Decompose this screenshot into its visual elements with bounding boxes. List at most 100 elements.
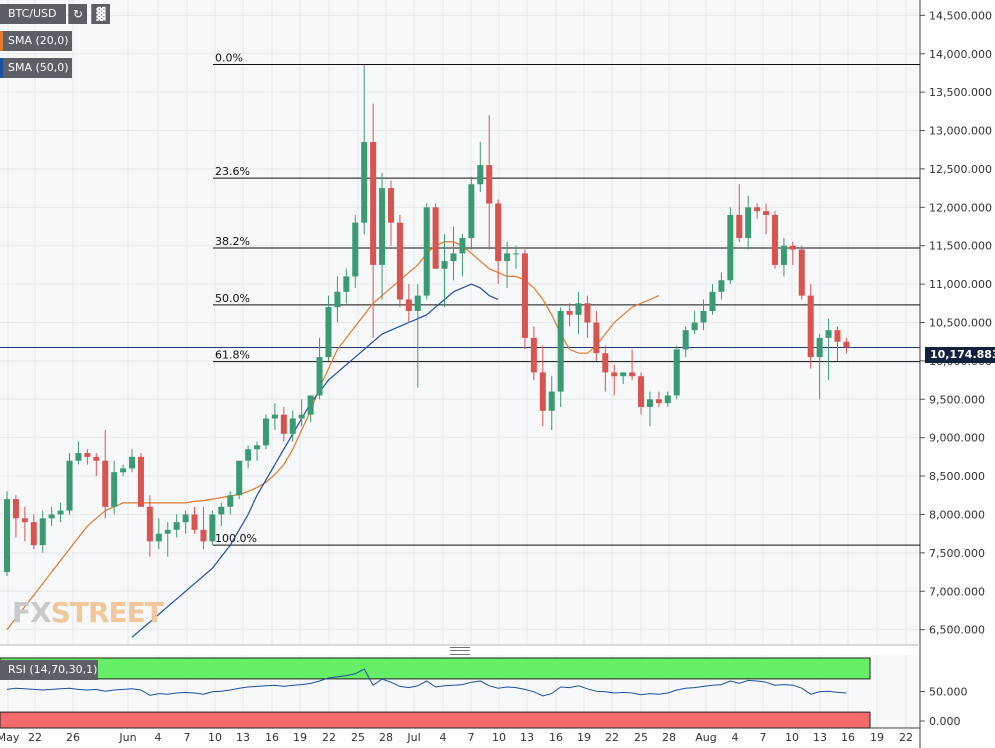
candle-bear xyxy=(834,330,841,342)
sma20-badge[interactable]: SMA (20,0) xyxy=(0,31,72,51)
candle-bear xyxy=(191,514,198,530)
rsi-overbought-band xyxy=(0,657,871,680)
x-tick-label: 22 xyxy=(605,731,619,744)
y-tick-label: 6,500.000 xyxy=(929,624,985,637)
refresh-icon[interactable]: ↻ xyxy=(68,4,87,24)
candle-bear xyxy=(486,165,493,204)
candle-bull xyxy=(718,280,725,292)
candle-bull xyxy=(236,460,243,496)
x-tick-label: 4 xyxy=(155,731,162,744)
y-tick-label: 7,000.000 xyxy=(929,585,985,598)
candle-bear xyxy=(396,222,403,300)
candle-bear xyxy=(771,215,778,265)
candle-bull xyxy=(816,337,823,358)
candle-bull xyxy=(423,207,430,296)
candle-bear xyxy=(146,506,153,542)
candle-bull xyxy=(450,253,457,262)
x-tick-label: 22 xyxy=(899,731,913,744)
rsi-label: RSI (14,70,30,1) xyxy=(8,663,98,676)
candle-bull xyxy=(691,322,698,331)
candle-bear xyxy=(584,303,591,323)
fib-level-label: 0.0% xyxy=(215,52,243,65)
x-tick-label: 7 xyxy=(468,731,475,744)
pane-resize-handle[interactable] xyxy=(450,647,470,655)
y-tick-label: 10,500.000 xyxy=(929,317,992,330)
y-tick-label: 12,000.000 xyxy=(929,201,992,214)
candle-bull xyxy=(557,310,564,392)
candle-bear xyxy=(12,499,19,519)
candle-bear xyxy=(843,341,850,348)
candle-bear xyxy=(521,253,528,338)
y-tick-label: 9,500.000 xyxy=(929,393,985,406)
sma50-badge[interactable]: SMA (50,0) xyxy=(0,58,72,78)
rsi-line xyxy=(6,668,847,697)
candle-bull xyxy=(120,468,127,473)
candle-bull xyxy=(227,495,234,507)
rsi-oversold-band xyxy=(0,711,871,729)
candle-bear xyxy=(638,376,645,407)
candle-bull xyxy=(727,215,734,281)
candle-bear xyxy=(93,456,100,461)
candle-bear xyxy=(370,142,377,265)
candle-bear xyxy=(789,245,796,250)
sma20-color-swatch xyxy=(0,31,3,51)
candle-bull xyxy=(825,330,832,338)
candle-bull xyxy=(325,307,332,358)
candle-bull xyxy=(468,184,475,239)
candle-bear xyxy=(30,522,37,546)
candle-bull xyxy=(513,253,520,255)
x-tick-label: 10 xyxy=(208,731,222,744)
y-tick-label: 9,000.000 xyxy=(929,432,985,445)
sma50-label: SMA (50,0) xyxy=(8,61,69,74)
x-tick-label: 13 xyxy=(813,731,827,744)
candle-bull xyxy=(646,399,653,407)
candle-bull xyxy=(218,506,225,515)
x-tick-label: Jun xyxy=(118,731,136,744)
x-tick-label: 16 xyxy=(265,731,279,744)
y-tick-label: 12,500.000 xyxy=(929,163,992,176)
candle-bull xyxy=(709,291,716,311)
bar-chart-icon[interactable]: ▓ xyxy=(91,4,110,24)
candle-bull xyxy=(289,418,296,434)
y-tick-label: 13,000.000 xyxy=(929,125,992,138)
x-tick-label: 28 xyxy=(662,731,676,744)
candle-bear xyxy=(798,249,805,296)
candle-bear xyxy=(763,211,770,215)
x-tick-label: 25 xyxy=(351,731,365,744)
sma50-color-swatch xyxy=(0,58,3,78)
x-tick-label: 4 xyxy=(732,731,739,744)
x-tick-label: 4 xyxy=(440,731,447,744)
y-tick-label: 11,000.000 xyxy=(929,278,992,291)
candle-bear xyxy=(405,299,412,311)
x-tick-label: 19 xyxy=(577,731,591,744)
candle-bull xyxy=(673,349,680,396)
sma20-label: SMA (20,0) xyxy=(8,34,69,47)
y-tick-label: 11,500.000 xyxy=(929,240,992,253)
fib-level-label: 61.8% xyxy=(215,349,250,362)
x-tick-label: 16 xyxy=(549,731,563,744)
candle-bull xyxy=(75,453,82,461)
fib-level-label: 38.2% xyxy=(215,235,250,248)
x-tick-label: 28 xyxy=(379,731,393,744)
x-tick-label: 13 xyxy=(236,731,250,744)
rsi-badge[interactable]: RSI (14,70,30,1) xyxy=(0,660,98,680)
y-tick-label: 8,000.000 xyxy=(929,508,985,521)
candle-bear xyxy=(593,322,600,354)
candle-bull xyxy=(504,253,511,262)
symbol-badge[interactable]: BTC/USD xyxy=(0,4,66,24)
candle-bull xyxy=(271,414,278,419)
candle-bull xyxy=(164,529,171,534)
candle-bull xyxy=(334,291,341,308)
candle-bear xyxy=(387,188,394,223)
fib-level-label: 50.0% xyxy=(215,292,250,305)
candle-bear xyxy=(530,337,537,373)
candle-bull xyxy=(620,372,627,377)
candle-bull xyxy=(245,449,252,461)
candle-bull xyxy=(459,238,466,254)
candle-bear xyxy=(21,518,28,523)
candle-bull xyxy=(316,357,323,396)
y-tick-label: 14,000.000 xyxy=(929,48,992,61)
candle-bear xyxy=(611,372,618,377)
x-tick-label: 19 xyxy=(293,731,307,744)
candle-bull xyxy=(57,510,64,515)
